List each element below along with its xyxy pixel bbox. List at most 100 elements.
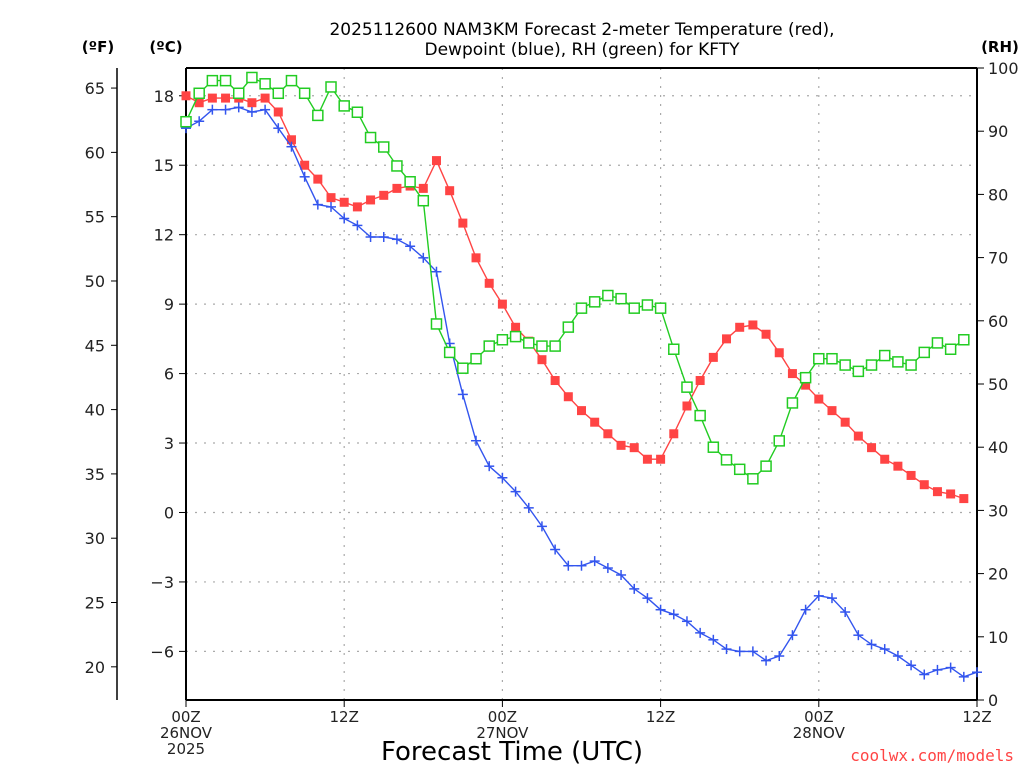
- rh-point: [786, 397, 799, 409]
- dewpoint-point: [655, 604, 666, 615]
- rh-point: [417, 194, 430, 207]
- rh-point: [628, 302, 640, 314]
- rh-point: [918, 346, 931, 359]
- rh-point: [931, 337, 944, 349]
- temperature-point: [300, 160, 310, 170]
- x-tick-label: 00Z: [488, 708, 517, 726]
- rh-point: [523, 337, 535, 349]
- rh-point: [813, 352, 825, 365]
- rh-point: [206, 74, 219, 87]
- rh-point: [668, 343, 680, 355]
- rh-tick-label: 10: [988, 628, 1008, 647]
- rh-point: [892, 356, 904, 368]
- x-tick-label: 12Z: [330, 708, 359, 726]
- dewpoint-point: [523, 502, 534, 513]
- rh-point: [391, 160, 403, 172]
- dewpoint-point: [972, 667, 982, 678]
- celsius-tick-label: −3: [150, 573, 174, 592]
- dewpoint-point: [761, 655, 772, 666]
- chart-title-line2: Dewpoint (blue), RH (green) for KFTY: [425, 40, 741, 60]
- x-tick-label: 27NOV: [476, 724, 529, 742]
- temperature-point: [761, 329, 771, 339]
- celsius-tick-label: −6: [150, 642, 174, 661]
- rh-point: [562, 321, 575, 333]
- fahrenheit-tick-label: 30: [85, 529, 105, 548]
- dewpoint-point: [233, 102, 244, 113]
- dewpoint-point: [853, 630, 864, 641]
- series-dewpoint: [181, 102, 982, 682]
- rh-point: [799, 371, 812, 384]
- x-tick-label: 00Z: [804, 708, 833, 726]
- rh-tick-label: 50: [988, 375, 1008, 394]
- fahrenheit-tick-label: 20: [85, 658, 105, 677]
- x-tick-label: 00Z: [171, 708, 200, 726]
- rh-point: [588, 296, 601, 308]
- rh-point: [575, 302, 588, 314]
- dewpoint-point: [602, 563, 613, 574]
- dewpoint-point: [932, 664, 943, 675]
- temperature-point: [787, 369, 797, 379]
- dewpoint-point: [471, 435, 482, 446]
- celsius-axis-unit: (ºC): [149, 38, 182, 56]
- dewpoint-point: [352, 220, 363, 231]
- dewpoint-point: [589, 556, 600, 567]
- rh-point: [944, 343, 957, 355]
- x-tick-label: 28NOV: [793, 724, 846, 742]
- fahrenheit-tick-label: 50: [85, 272, 105, 291]
- temperature-point: [906, 470, 916, 480]
- rh-point: [430, 318, 443, 330]
- dewpoint-point: [906, 660, 917, 671]
- temperature-point: [867, 443, 877, 453]
- x-axis-label: Forecast Time (UTC): [381, 737, 643, 767]
- temperature-point: [893, 461, 903, 471]
- temperature-point: [537, 355, 547, 365]
- dewpoint-point: [207, 104, 218, 115]
- temperature-point: [946, 489, 956, 499]
- dewpoint-point: [721, 644, 732, 655]
- dewpoint-point: [536, 521, 547, 532]
- celsius-tick-label: 9: [164, 295, 174, 314]
- temperature-point: [616, 440, 626, 450]
- dewpoint-point: [616, 569, 627, 580]
- temperature-point: [181, 91, 191, 101]
- rh-tick-label: 0: [988, 691, 998, 710]
- temperature-point: [840, 417, 850, 427]
- temperature-point: [326, 193, 336, 203]
- rh-point: [641, 299, 654, 311]
- rh-point: [285, 74, 298, 87]
- temperature-point: [207, 93, 217, 103]
- rh-point: [654, 302, 667, 314]
- temperature-point: [445, 186, 455, 196]
- dewpoint-point: [431, 266, 442, 277]
- dewpoint-point: [708, 634, 719, 645]
- series-temperature: [181, 91, 969, 504]
- rh-tick-label: 70: [988, 249, 1008, 268]
- dewpoint-point: [550, 544, 561, 555]
- rh-point: [312, 109, 324, 122]
- dewpoint-point: [497, 472, 508, 483]
- rh-point: [364, 131, 377, 144]
- dewpoint-point: [312, 199, 323, 210]
- rh-tick-label: 40: [988, 438, 1008, 457]
- celsius-tick-label: 6: [164, 365, 174, 384]
- dewpoint-point: [629, 583, 640, 594]
- credit-link[interactable]: coolwx.com/models: [850, 746, 1014, 765]
- celsius-tick-label: 15: [154, 156, 174, 175]
- dewpoint-point: [326, 201, 337, 212]
- dewpoint-point: [879, 644, 890, 655]
- temperature-point: [708, 352, 718, 362]
- temperature-point: [471, 253, 481, 263]
- temperature-point: [418, 183, 428, 193]
- rh-point: [747, 473, 759, 485]
- dewpoint-point: [299, 171, 310, 182]
- temperature-point: [722, 334, 732, 344]
- dewpoint-point: [747, 646, 758, 657]
- temperature-point: [656, 454, 666, 464]
- axes: 1815129630−3−665605550454035302520100908…: [85, 59, 1019, 758]
- rh-point: [720, 454, 733, 466]
- x-tick-label: 12Z: [962, 708, 991, 726]
- rh-tick-label: 80: [988, 185, 1008, 204]
- rh-point: [549, 340, 561, 352]
- dewpoint-point: [919, 669, 930, 680]
- rh-point: [470, 352, 482, 365]
